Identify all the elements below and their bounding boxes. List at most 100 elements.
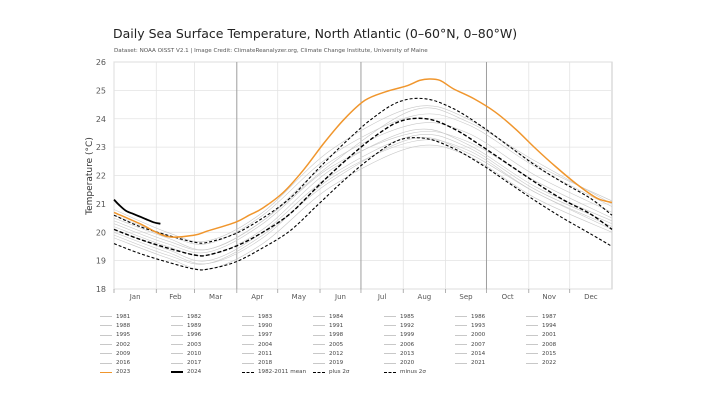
legend-swatch bbox=[455, 362, 467, 364]
legend-swatch bbox=[242, 316, 254, 318]
legend-swatch bbox=[171, 344, 183, 346]
y-tick-label: 21 bbox=[96, 200, 106, 209]
x-tick-label-mar: Mar bbox=[209, 293, 222, 301]
legend-swatch bbox=[242, 362, 254, 364]
legend-swatch bbox=[171, 353, 183, 355]
legend-swatch bbox=[455, 353, 467, 355]
legend-label: 2006 bbox=[400, 341, 415, 348]
legend-item-2013: 2013 bbox=[384, 349, 455, 358]
legend-item-1998: 1998 bbox=[313, 331, 384, 340]
legend-item-1993: 1993 bbox=[455, 321, 526, 330]
legend-swatch bbox=[171, 316, 183, 318]
legend-item-plus-2-: plus 2σ bbox=[313, 368, 384, 377]
legend-swatch bbox=[313, 353, 325, 355]
legend-item-1981: 1981 bbox=[100, 312, 171, 321]
legend-item-2009: 2009 bbox=[100, 349, 171, 358]
legend-swatch bbox=[100, 362, 112, 364]
legend-swatch bbox=[171, 334, 183, 336]
series-2024 bbox=[113, 198, 161, 225]
legend-item-2014: 2014 bbox=[455, 349, 526, 358]
background-year-line bbox=[113, 113, 613, 245]
legend-label: 1994 bbox=[542, 322, 557, 329]
legend-item-2018: 2018 bbox=[242, 358, 313, 367]
legend-label: minus 2σ bbox=[400, 369, 426, 376]
x-tick-label-apr: Apr bbox=[251, 293, 263, 301]
legend-swatch bbox=[242, 371, 254, 373]
legend-label: 1982-2011 mean bbox=[258, 369, 307, 376]
legend-item-1987: 1987 bbox=[526, 312, 597, 321]
legend-item-2000: 2000 bbox=[455, 331, 526, 340]
legend-item-1985: 1985 bbox=[384, 312, 455, 321]
legend-label: 2004 bbox=[258, 341, 273, 348]
legend-label: 2009 bbox=[116, 350, 131, 357]
legend-label: 2007 bbox=[471, 341, 486, 348]
legend-label: 2000 bbox=[471, 332, 486, 339]
legend-label: 1990 bbox=[258, 322, 273, 329]
y-tick-label: 20 bbox=[96, 228, 106, 237]
legend-swatch bbox=[313, 325, 325, 327]
y-axis-title: Temperature (°C) bbox=[85, 137, 95, 216]
legend-label: 1999 bbox=[400, 332, 415, 339]
legend-item-1995: 1995 bbox=[100, 331, 171, 340]
legend-item-2024: 2024 bbox=[171, 368, 242, 377]
legend-label: 2014 bbox=[471, 350, 486, 357]
legend-swatch bbox=[171, 371, 183, 374]
legend-item-1996: 1996 bbox=[171, 331, 242, 340]
legend-item-1991: 1991 bbox=[313, 321, 384, 330]
legend-item-2008: 2008 bbox=[526, 340, 597, 349]
legend-item-1990: 1990 bbox=[242, 321, 313, 330]
legend-item-2010: 2010 bbox=[171, 349, 242, 358]
legend-swatch bbox=[171, 362, 183, 364]
legend-swatch bbox=[384, 334, 396, 336]
legend-item-1997: 1997 bbox=[242, 331, 313, 340]
legend-label: 1993 bbox=[471, 322, 486, 329]
series-2023 bbox=[113, 78, 613, 238]
legend-swatch bbox=[313, 362, 325, 364]
legend-item-2023: 2023 bbox=[100, 368, 171, 377]
legend-swatch bbox=[242, 344, 254, 346]
series-1982-2011-mean bbox=[113, 117, 613, 257]
chart-legend: 1981 1982 1983 1984 1985 1986 1987 1988 1989 1990… bbox=[100, 312, 600, 377]
x-tick-label-jan: Jan bbox=[129, 293, 141, 301]
grid-layer bbox=[113, 61, 613, 290]
legend-label: 2017 bbox=[187, 360, 202, 367]
y-tick-label: 22 bbox=[96, 172, 106, 181]
legend-label: 2012 bbox=[329, 350, 344, 357]
legend-label: 1996 bbox=[187, 332, 202, 339]
legend-label: 1995 bbox=[116, 332, 131, 339]
x-tick-label-may: May bbox=[292, 293, 306, 301]
chart-title: Daily Sea Surface Temperature, North Atl… bbox=[113, 26, 518, 41]
legend-item-2022: 2022 bbox=[526, 358, 597, 367]
legend-label: 2002 bbox=[116, 341, 131, 348]
legend-label: 2008 bbox=[542, 341, 557, 348]
legend-label: 1991 bbox=[329, 322, 344, 329]
legend-item-1984: 1984 bbox=[313, 312, 384, 321]
legend-label: 2005 bbox=[329, 341, 344, 348]
background-year-line bbox=[113, 144, 613, 270]
legend-label: 1984 bbox=[329, 313, 344, 320]
legend-item-2016: 2016 bbox=[100, 358, 171, 367]
legend-label: 1986 bbox=[471, 313, 486, 320]
legend-swatch bbox=[455, 344, 467, 346]
series-layer bbox=[113, 78, 613, 271]
legend-item-1986: 1986 bbox=[455, 312, 526, 321]
legend-label: 2016 bbox=[116, 360, 131, 367]
legend-swatch bbox=[100, 316, 112, 318]
legend-item-2012: 2012 bbox=[313, 349, 384, 358]
background-year-line bbox=[113, 107, 613, 251]
legend-label: 2010 bbox=[187, 350, 202, 357]
legend-swatch bbox=[526, 325, 538, 327]
y-tick-label: 25 bbox=[96, 86, 106, 95]
legend-label: 1985 bbox=[400, 313, 415, 320]
background-year-line bbox=[113, 133, 613, 262]
legend-swatch bbox=[313, 334, 325, 336]
legend-swatch bbox=[100, 353, 112, 355]
legend-item-1988: 1988 bbox=[100, 321, 171, 330]
legend-item-1982: 1982 bbox=[171, 312, 242, 321]
legend-item-2020: 2020 bbox=[384, 358, 455, 367]
legend-label: 2018 bbox=[258, 360, 273, 367]
legend-swatch bbox=[384, 344, 396, 346]
x-tick-label-jun: Jun bbox=[334, 293, 346, 301]
legend-swatch bbox=[455, 316, 467, 318]
legend-item-2017: 2017 bbox=[171, 358, 242, 367]
